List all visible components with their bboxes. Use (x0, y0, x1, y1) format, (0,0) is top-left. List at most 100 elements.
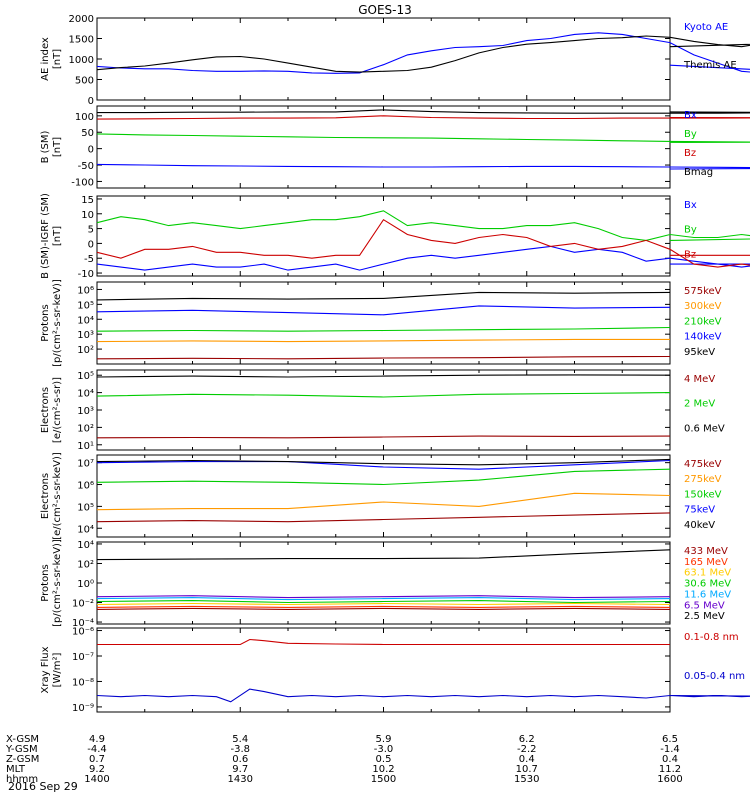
panel-electrons_kev: 10⁴ 10⁵ 10⁶ 10⁷ Electrons [e/(cm²-s-sr-keV)] 4… (40, 452, 722, 540)
y-tick-label: 10⁵ (77, 371, 94, 382)
y-tick-label: -5 (84, 254, 94, 265)
series-line-75kev (96, 459, 671, 470)
ephemeris-value: 10.7 (516, 764, 538, 775)
y-tick-label: 10⁶ (77, 285, 94, 296)
series-line-150kev (96, 468, 671, 486)
y-tick-label: 10² (77, 345, 94, 356)
ephemeris-value: 0.7 (89, 754, 105, 765)
legend-entry: 165 MeV (684, 557, 728, 568)
y-tick-label: 500 (75, 76, 94, 87)
y-axis-label: B (SM) (40, 130, 51, 163)
y-tick-label: 0 (88, 96, 94, 107)
ephemeris-value: 1530 (514, 774, 539, 785)
ephemeris-value: 0.4 (662, 754, 678, 765)
legend-entry: 0.05-0.4 nm (684, 671, 745, 682)
y-tick-label: 10¹ (77, 441, 94, 452)
legend-entry: By (684, 129, 697, 140)
ephemeris-value: 1600 (657, 774, 682, 785)
ephemeris-value: 1500 (371, 774, 396, 785)
legend-entry: Bx (684, 200, 697, 211)
series-line-475kev (96, 512, 671, 523)
series-line-2-5-mev (96, 549, 671, 561)
y-axis-unit: [nT] (52, 49, 63, 69)
legend-entry: Kyoto AE (684, 22, 728, 33)
ephemeris-value: 6.2 (519, 734, 535, 745)
ephemeris-value: 9.7 (232, 764, 248, 775)
series-line-by (96, 210, 750, 241)
legend-entry: 275keV (684, 474, 722, 485)
y-tick-label: 10² (77, 559, 94, 570)
panel-frame (96, 17, 671, 101)
y-tick-label: 10⁻⁷ (72, 652, 94, 663)
legend-entry: 2.5 MeV (684, 611, 725, 622)
series-line-140kev (96, 305, 671, 316)
panel-frame (96, 627, 671, 713)
ephemeris-value: -2.2 (517, 744, 537, 755)
legend-entry: 0.1-0.8 nm (684, 632, 739, 643)
y-tick-label: 10⁰ (77, 579, 94, 590)
ephemeris-value: -4.4 (87, 744, 107, 755)
legend-entry: 11.6 MeV (684, 589, 731, 600)
ephemeris-value: -3.0 (374, 744, 394, 755)
ephemeris-row-label: Z-GSM (6, 754, 39, 765)
y-tick-label: -50 (78, 161, 94, 172)
y-tick-label: 0 (88, 239, 94, 250)
series-line-95kev (96, 291, 671, 301)
legend-entry: 210keV (684, 316, 722, 327)
ephemeris-row-label: X-GSM (6, 734, 39, 745)
y-tick-label: 10⁻⁹ (72, 703, 94, 714)
ephemeris-value: 6.5 (662, 734, 678, 745)
ephemeris-value: 0.5 (376, 754, 392, 765)
series-line-bx (96, 163, 750, 170)
y-axis-unit: [nT] (52, 226, 63, 246)
series-line-210kev (96, 326, 671, 332)
y-axis-label: Protons (40, 304, 51, 341)
ephemeris-value: 0.4 (519, 754, 535, 765)
series-line-30-6-mev (96, 600, 671, 604)
y-tick-label: 100 (75, 112, 94, 123)
y-axis-label: Protons (40, 564, 51, 601)
series-line-bz (96, 218, 750, 268)
y-tick-label: 10⁶ (77, 481, 94, 492)
series-line-63-1-mev (96, 602, 671, 606)
y-axis-unit: [p/(cm²-s-sr-keV)] (52, 539, 63, 627)
y-tick-label: 50 (81, 128, 94, 139)
legend-entry: 0.6 MeV (684, 423, 725, 434)
legend-entry: Bx (684, 110, 697, 121)
legend-entry: Bz (684, 148, 696, 159)
legend-entry: 475keV (684, 459, 722, 470)
ephemeris-value: 1430 (228, 774, 253, 785)
series-line-40kev (96, 458, 671, 466)
series-line-bmag (97, 109, 750, 114)
y-tick-label: 10⁴ (77, 315, 94, 326)
date-label: 2016 Sep 29 (8, 780, 78, 793)
legend-entry: 2 MeV (684, 399, 715, 410)
y-tick-label: 15 (81, 195, 94, 206)
y-axis-unit: [nT] (52, 137, 63, 157)
panel-frame (96, 541, 671, 625)
legend-entry: 575keV (684, 286, 722, 297)
ephemeris-value: 10.2 (372, 764, 394, 775)
y-tick-label: 5 (88, 225, 94, 236)
series-line-by (96, 133, 750, 143)
panel-xray: 10⁻⁹ 10⁻⁸ 10⁻⁷ 10⁻⁶ Xray Flux [W/m²] 0.1-0.8 n… (40, 627, 750, 714)
legend-entry: 300keV (684, 301, 722, 312)
series-line-themis-ae (96, 35, 750, 73)
series-line-300kev (96, 338, 670, 343)
series-line-4-mev (96, 435, 671, 439)
y-axis-unit: [e/(cm²-s-sr-keV)] (52, 452, 63, 540)
series-line-433-mev (96, 607, 671, 610)
series-line-2-mev (96, 392, 671, 398)
y-tick-label: 10⁴ (77, 540, 94, 551)
y-tick-label: 1500 (69, 35, 94, 46)
y-axis-unit: [W/m²] (52, 652, 63, 687)
ephemeris-value: 9.2 (89, 764, 105, 775)
series-line-575kev (96, 355, 671, 360)
y-axis-label: Xray Flux (40, 646, 51, 693)
y-tick-label: 10⁻² (72, 599, 94, 610)
y-tick-label: 10⁻⁶ (72, 627, 94, 638)
ephemeris-value: 5.4 (232, 734, 248, 745)
panel-protons_low: 10² 10³ 10⁴ 10⁵ 10⁶ Protons [p/(cm²-s-sr-keV)]… (40, 279, 722, 367)
